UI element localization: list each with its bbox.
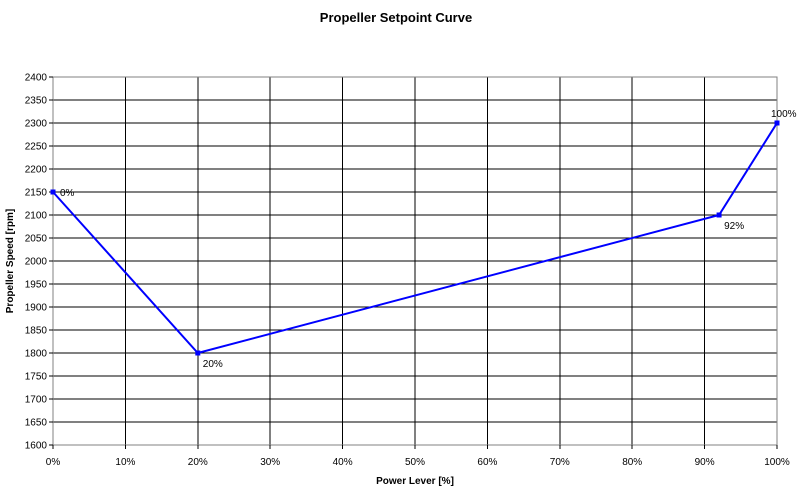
y-tick-label: 1800 [25, 349, 48, 360]
x-axis: 0% 10% 20% 30% 40% 50% 60% 70% 80% 90% 100% [46, 445, 790, 468]
data-label: 100% [771, 109, 797, 120]
y-tick-label: 2150 [25, 188, 48, 199]
data-label: 20% [203, 359, 223, 370]
y-tick-label: 2400 [25, 73, 48, 84]
x-tick-label: 40% [333, 457, 353, 468]
x-tick-label: 90% [695, 457, 715, 468]
x-tick-label: 70% [550, 457, 570, 468]
data-label: 0% [60, 188, 75, 199]
data-labels: 0% 20% 92% 100% [60, 109, 797, 370]
y-tick-label: 1900 [25, 303, 48, 314]
data-point [716, 212, 722, 218]
y-tick-label: 2100 [25, 211, 48, 222]
grid [52, 76, 778, 446]
y-tick-label: 1750 [25, 372, 48, 383]
x-tick-label: 60% [477, 457, 497, 468]
y-tick-label: 2350 [25, 96, 48, 107]
y-axis-label: Propeller Speed [rpm] [5, 209, 16, 313]
x-tick-label: 80% [622, 457, 642, 468]
x-tick-label: 50% [405, 457, 425, 468]
y-tick-label: 2050 [25, 234, 48, 245]
y-tick-label: 1700 [25, 395, 48, 406]
data-label: 92% [724, 221, 744, 232]
series-line [50, 120, 780, 356]
y-tick-label: 2200 [25, 165, 48, 176]
x-tick-label: 100% [764, 457, 790, 468]
y-tick-label: 1650 [25, 418, 48, 429]
x-tick-label: 30% [260, 457, 280, 468]
x-tick-label: 20% [188, 457, 208, 468]
y-tick-label: 1850 [25, 326, 48, 337]
data-point [774, 120, 780, 126]
x-tick-label: 10% [115, 457, 135, 468]
y-tick-label: 1950 [25, 280, 48, 291]
chart-title: Propeller Setpoint Curve [320, 10, 472, 25]
y-tick-label: 2000 [25, 257, 48, 268]
series-polyline [52, 122, 778, 355]
y-tick-label: 1600 [25, 441, 48, 452]
data-point [50, 189, 56, 195]
x-tick-label: 0% [46, 457, 61, 468]
y-tick-label: 2250 [25, 142, 48, 153]
data-point [195, 350, 201, 356]
y-axis: 1600 1650 1700 1750 1800 1850 1900 1950 2000 2050… [25, 73, 53, 452]
x-axis-label: Power Lever [%] [376, 476, 454, 487]
y-tick-label: 2300 [25, 119, 48, 130]
